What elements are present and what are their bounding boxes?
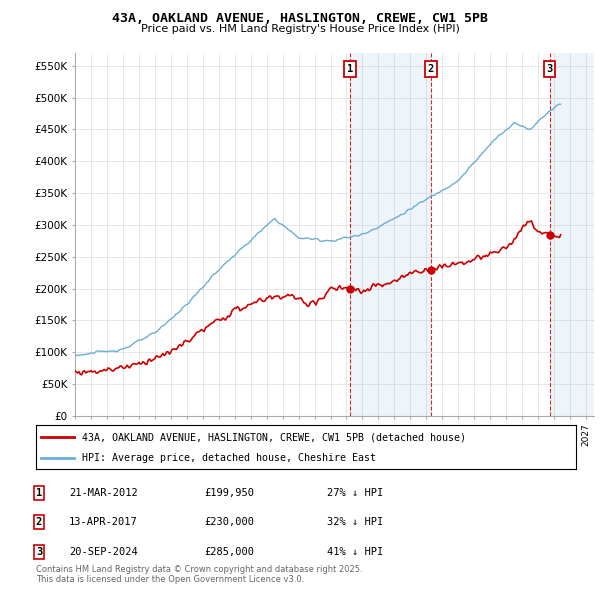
Text: 43A, OAKLAND AVENUE, HASLINGTON, CREWE, CW1 5PB (detached house): 43A, OAKLAND AVENUE, HASLINGTON, CREWE, … — [82, 432, 466, 442]
Text: 3: 3 — [36, 547, 42, 556]
Bar — [350, 53, 431, 416]
Text: 3: 3 — [547, 64, 553, 74]
Text: £230,000: £230,000 — [204, 517, 254, 527]
Text: 20-SEP-2024: 20-SEP-2024 — [69, 547, 138, 556]
Bar — [550, 53, 594, 416]
Text: 1: 1 — [36, 488, 42, 497]
Text: £285,000: £285,000 — [204, 547, 254, 556]
Text: 2: 2 — [36, 517, 42, 527]
Bar — [550, 53, 594, 416]
Text: £199,950: £199,950 — [204, 488, 254, 497]
Text: 32% ↓ HPI: 32% ↓ HPI — [327, 517, 383, 527]
Text: HPI: Average price, detached house, Cheshire East: HPI: Average price, detached house, Ches… — [82, 453, 376, 463]
Text: 27% ↓ HPI: 27% ↓ HPI — [327, 488, 383, 497]
Text: 13-APR-2017: 13-APR-2017 — [69, 517, 138, 527]
Text: 2: 2 — [428, 64, 434, 74]
Text: 41% ↓ HPI: 41% ↓ HPI — [327, 547, 383, 556]
Text: 21-MAR-2012: 21-MAR-2012 — [69, 488, 138, 497]
Text: Contains HM Land Registry data © Crown copyright and database right 2025.
This d: Contains HM Land Registry data © Crown c… — [36, 565, 362, 584]
Text: 43A, OAKLAND AVENUE, HASLINGTON, CREWE, CW1 5PB: 43A, OAKLAND AVENUE, HASLINGTON, CREWE, … — [112, 12, 488, 25]
Text: 1: 1 — [347, 64, 353, 74]
Text: Price paid vs. HM Land Registry's House Price Index (HPI): Price paid vs. HM Land Registry's House … — [140, 24, 460, 34]
